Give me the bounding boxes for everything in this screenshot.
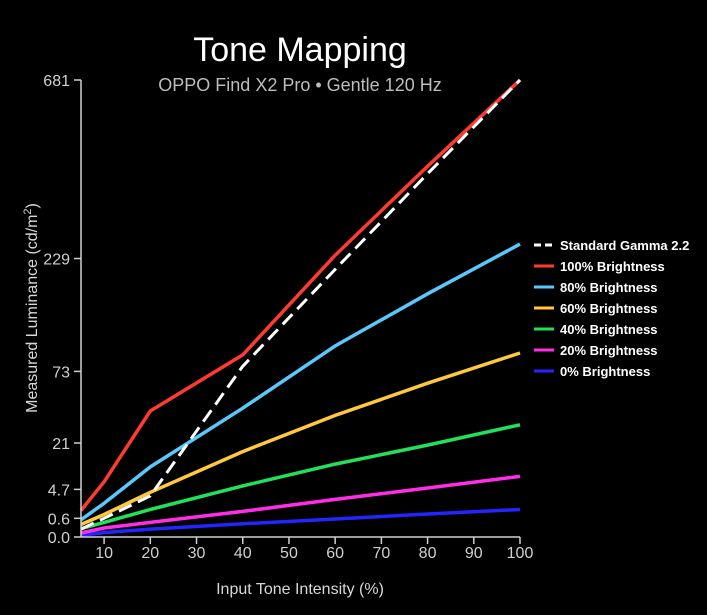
y-axis-label: Measured Luminance (cd/m2) (22, 203, 41, 413)
series-line-standard-gamma-2-2 (80, 78, 522, 531)
x-axis-label: Input Tone Intensity (%) (216, 581, 384, 598)
y-tick-label: 73 (52, 364, 70, 381)
x-tick-label: 60 (326, 545, 344, 562)
series-line-100-brightness (79, 78, 522, 512)
y-tick-label: 0.6 (48, 511, 70, 528)
y-tick-label: 4.7 (48, 482, 70, 499)
y-tick-label: 21 (52, 436, 70, 453)
x-tick-label: 90 (465, 545, 483, 562)
x-tick-label: 80 (419, 545, 437, 562)
series-line-20-brightness (80, 474, 521, 535)
series-line-80-brightness (79, 242, 521, 522)
y-axis-label-sup: 2 (22, 208, 34, 214)
x-tick-label: 70 (372, 545, 390, 562)
y-tick-layer: 0.0 0.6 4.7 21 73 229 681 (43, 73, 81, 547)
series-line-60-brightness (80, 351, 521, 527)
x-tick-label: 10 (95, 545, 113, 562)
legend-label: 100% Brightness (560, 259, 665, 274)
legend-label: 60% Brightness (560, 301, 658, 316)
series-line-40-brightness (80, 423, 521, 531)
y-axis-label-main: Measured Luminance (cd/m (24, 215, 41, 413)
y-tick-label: 0.0 (48, 530, 70, 547)
x-tick-label: 100 (507, 545, 534, 562)
x-tick-label: 20 (141, 545, 159, 562)
legend-label: Standard Gamma 2.2 (560, 238, 689, 253)
legend-label: 20% Brightness (560, 343, 658, 358)
series-layer (79, 78, 522, 538)
y-tick-label: 229 (43, 252, 70, 269)
x-tick-layer: 10 20 30 40 50 60 70 80 90 100 (95, 537, 533, 562)
chart-subtitle: OPPO Find X2 Pro • Gentle 120 Hz (158, 75, 441, 95)
legend-label: 80% Brightness (560, 280, 658, 295)
legend-label: 0% Brightness (560, 364, 650, 379)
legend: Standard Gamma 2.2 100% Brightness 80% Bri… (534, 238, 689, 379)
legend-label: 40% Brightness (560, 322, 658, 337)
chart-title: Tone Mapping (193, 31, 407, 69)
series-line-0-brightness (80, 507, 521, 538)
y-axis-label-close: ) (24, 203, 41, 208)
x-tick-label: 50 (280, 545, 298, 562)
x-tick-label: 40 (234, 545, 252, 562)
y-tick-label: 681 (43, 73, 70, 90)
x-tick-label: 30 (188, 545, 206, 562)
